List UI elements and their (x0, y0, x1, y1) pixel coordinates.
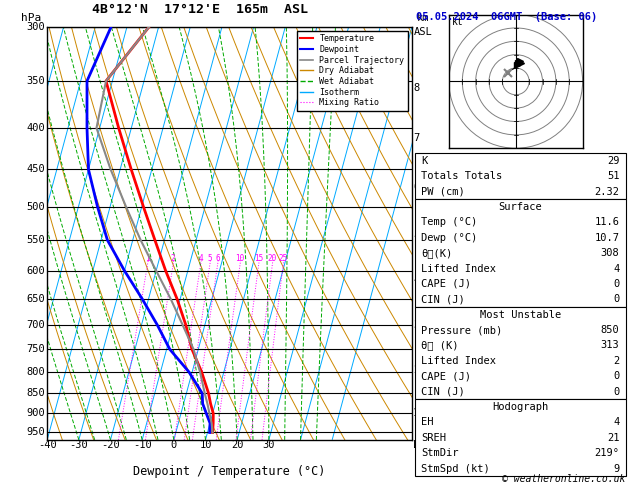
Text: 950: 950 (26, 428, 45, 437)
Text: kt: kt (452, 17, 464, 27)
Text: ASL: ASL (413, 27, 432, 37)
Text: Mixing Ratio (g/kg): Mixing Ratio (g/kg) (438, 182, 447, 284)
Text: 2: 2 (170, 254, 175, 263)
Text: 4: 4 (198, 254, 203, 263)
Text: 700: 700 (26, 320, 45, 330)
Text: 11.6: 11.6 (594, 217, 620, 227)
Text: 4: 4 (413, 275, 420, 285)
Text: 4: 4 (613, 263, 620, 274)
Text: 10.7: 10.7 (594, 233, 620, 243)
Text: 8: 8 (413, 83, 420, 93)
Text: 3: 3 (413, 320, 420, 330)
Text: 308: 308 (601, 248, 620, 258)
Text: 0: 0 (613, 279, 620, 289)
Text: 0: 0 (613, 295, 620, 304)
Text: CIN (J): CIN (J) (421, 295, 465, 304)
Text: 15: 15 (254, 254, 264, 263)
Text: LCL: LCL (413, 440, 431, 450)
Text: 800: 800 (26, 367, 45, 377)
Bar (415, 199, 626, 307)
Text: θᴛ(K): θᴛ(K) (421, 248, 453, 258)
Text: -10: -10 (133, 440, 152, 450)
Text: CAPE (J): CAPE (J) (421, 371, 472, 381)
Text: StmDir: StmDir (421, 448, 459, 458)
Text: PW (cm): PW (cm) (421, 187, 465, 196)
Legend: Temperature, Dewpoint, Parcel Trajectory, Dry Adiabat, Wet Adiabat, Isotherm, Mi: Temperature, Dewpoint, Parcel Trajectory… (297, 31, 408, 110)
Text: Lifted Index: Lifted Index (421, 263, 496, 274)
Text: 500: 500 (26, 202, 45, 211)
Text: 29: 29 (607, 156, 620, 166)
Text: 400: 400 (26, 123, 45, 133)
Text: 2.32: 2.32 (594, 187, 620, 196)
Text: -20: -20 (101, 440, 120, 450)
Text: -40: -40 (38, 440, 57, 450)
Text: 0: 0 (613, 387, 620, 397)
Text: 2: 2 (413, 365, 420, 375)
Text: 850: 850 (26, 388, 45, 399)
Text: K: K (421, 156, 428, 166)
Text: 51: 51 (607, 171, 620, 181)
Text: 219°: 219° (594, 448, 620, 458)
Text: Pressure (mb): Pressure (mb) (421, 325, 503, 335)
Text: Totals Totals: Totals Totals (421, 171, 503, 181)
Text: 0: 0 (613, 371, 620, 381)
Text: 05.05.2024  06GMT  (Base: 06): 05.05.2024 06GMT (Base: 06) (416, 12, 598, 22)
Text: Most Unstable: Most Unstable (480, 310, 561, 320)
Text: CIN (J): CIN (J) (421, 387, 465, 397)
Text: 350: 350 (26, 76, 45, 86)
Text: 650: 650 (26, 294, 45, 304)
Text: 300: 300 (26, 22, 45, 32)
Text: 21: 21 (607, 433, 620, 443)
Text: Dewpoint / Temperature (°C): Dewpoint / Temperature (°C) (133, 465, 326, 478)
Text: km: km (416, 13, 429, 22)
Text: 750: 750 (26, 344, 45, 354)
Text: 6: 6 (215, 254, 220, 263)
Text: CAPE (J): CAPE (J) (421, 279, 472, 289)
Text: 6: 6 (413, 182, 420, 192)
Bar (415, 399, 626, 476)
Text: EH: EH (421, 417, 434, 427)
Text: 850: 850 (601, 325, 620, 335)
Text: hPa: hPa (21, 13, 41, 22)
Text: © weatheronline.co.uk: © weatheronline.co.uk (503, 473, 626, 484)
Bar (415, 307, 626, 399)
Text: 550: 550 (26, 235, 45, 245)
Text: Hodograph: Hodograph (493, 402, 548, 412)
Text: 600: 600 (26, 266, 45, 276)
Text: 10: 10 (199, 440, 212, 450)
Text: 313: 313 (601, 341, 620, 350)
Text: 2: 2 (613, 356, 620, 366)
Bar (415, 153, 626, 199)
Text: 4: 4 (613, 417, 620, 427)
Text: 25: 25 (279, 254, 288, 263)
Text: Surface: Surface (499, 202, 542, 212)
Text: -30: -30 (69, 440, 88, 450)
Text: Lifted Index: Lifted Index (421, 356, 496, 366)
Text: 5: 5 (413, 229, 420, 239)
Text: 0: 0 (170, 440, 177, 450)
Text: 30: 30 (262, 440, 275, 450)
Text: 20: 20 (268, 254, 277, 263)
Text: 4B°12'N  17°12'E  165m  ASL: 4B°12'N 17°12'E 165m ASL (92, 3, 308, 17)
Text: 5: 5 (208, 254, 212, 263)
Text: 1: 1 (413, 408, 420, 418)
Text: Dewp (°C): Dewp (°C) (421, 233, 477, 243)
Text: 7: 7 (413, 133, 420, 142)
Text: 9: 9 (613, 464, 620, 473)
Text: 10: 10 (235, 254, 245, 263)
Text: SREH: SREH (421, 433, 447, 443)
Text: StmSpd (kt): StmSpd (kt) (421, 464, 490, 473)
Text: 1: 1 (145, 254, 150, 263)
Text: 900: 900 (26, 408, 45, 418)
Text: 450: 450 (26, 164, 45, 174)
Text: θᴛ (K): θᴛ (K) (421, 341, 459, 350)
Text: 20: 20 (231, 440, 243, 450)
Text: Temp (°C): Temp (°C) (421, 217, 477, 227)
